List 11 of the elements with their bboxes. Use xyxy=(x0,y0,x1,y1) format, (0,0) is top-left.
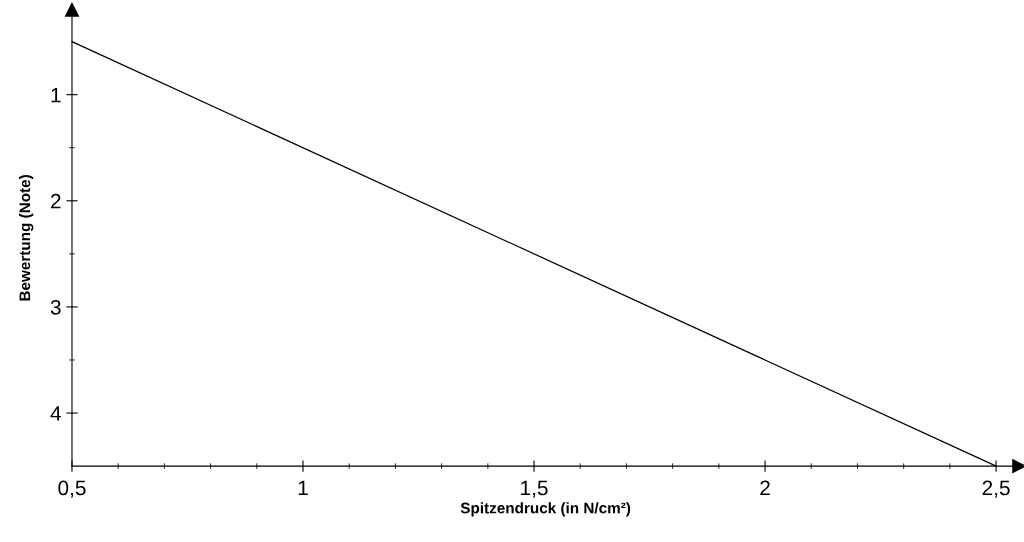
y-tick-label: 3 xyxy=(50,299,61,315)
y-tick-label: 1 xyxy=(51,87,61,103)
y-axis-title: Bewertung (Note) xyxy=(19,175,34,301)
x-tick-label: 0,5 xyxy=(58,480,86,498)
y-tick-label: 4 xyxy=(50,406,61,421)
x-tick-label: 1 xyxy=(298,480,308,496)
x-tick-label: 1,5 xyxy=(521,480,548,498)
x-axis-title: Spitzendruck (in N/cm²) xyxy=(460,502,631,517)
x-tick-label: 2,5 xyxy=(982,480,1010,498)
y-tick-label: 2 xyxy=(51,193,61,209)
x-tick-label: 2 xyxy=(760,480,770,496)
